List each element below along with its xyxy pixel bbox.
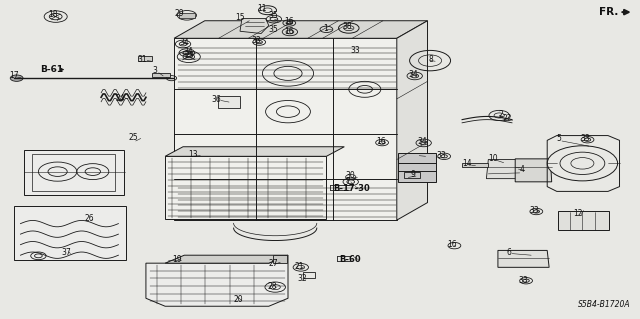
Polygon shape bbox=[165, 147, 344, 156]
Polygon shape bbox=[179, 13, 195, 18]
Text: 17: 17 bbox=[9, 71, 19, 80]
Bar bbox=[273, 255, 287, 263]
Polygon shape bbox=[397, 21, 428, 220]
Text: 4: 4 bbox=[519, 165, 524, 174]
Polygon shape bbox=[498, 250, 549, 267]
Text: B-61: B-61 bbox=[40, 65, 63, 74]
Text: 34: 34 bbox=[179, 38, 189, 47]
Text: 24: 24 bbox=[115, 94, 125, 103]
Text: 36: 36 bbox=[211, 95, 221, 104]
Text: 31: 31 bbox=[137, 55, 147, 64]
Circle shape bbox=[10, 75, 23, 81]
Polygon shape bbox=[515, 159, 552, 182]
Bar bbox=[138, 56, 152, 61]
Text: 33: 33 bbox=[580, 134, 591, 143]
Polygon shape bbox=[152, 73, 170, 77]
Polygon shape bbox=[240, 19, 269, 33]
Text: 11: 11 bbox=[258, 4, 267, 13]
Bar bbox=[24, 150, 124, 195]
Text: 33: 33 bbox=[251, 36, 261, 45]
Bar bbox=[14, 206, 126, 260]
Text: 16: 16 bbox=[284, 17, 294, 26]
Text: 35: 35 bbox=[268, 11, 278, 20]
Polygon shape bbox=[486, 160, 522, 179]
Text: 26: 26 bbox=[84, 214, 95, 223]
Text: 18: 18 bbox=[48, 10, 57, 19]
Circle shape bbox=[547, 146, 618, 181]
Polygon shape bbox=[174, 21, 428, 38]
Text: 6: 6 bbox=[506, 248, 511, 257]
Text: 16: 16 bbox=[376, 137, 386, 146]
Text: 12: 12 bbox=[573, 209, 582, 218]
Text: 34: 34 bbox=[408, 70, 418, 79]
Text: 28: 28 bbox=[268, 282, 276, 291]
Text: 21: 21 bbox=[295, 262, 304, 271]
Text: 10: 10 bbox=[488, 154, 498, 163]
Polygon shape bbox=[146, 255, 288, 306]
Text: 27: 27 bbox=[268, 259, 278, 268]
Bar bbox=[32, 154, 115, 191]
Text: 9: 9 bbox=[410, 170, 415, 179]
Bar bbox=[398, 153, 436, 182]
Text: 1: 1 bbox=[323, 24, 328, 33]
Text: 5: 5 bbox=[556, 134, 561, 143]
Text: 14: 14 bbox=[462, 160, 472, 168]
Text: 3: 3 bbox=[152, 66, 157, 75]
Polygon shape bbox=[165, 255, 288, 263]
Text: S5B4-B1720A: S5B4-B1720A bbox=[578, 300, 630, 309]
Text: 15: 15 bbox=[235, 13, 245, 22]
Polygon shape bbox=[558, 211, 609, 230]
Text: 29: 29 bbox=[174, 9, 184, 18]
Text: 20: 20 bbox=[233, 295, 243, 304]
Text: 33: 33 bbox=[529, 206, 540, 215]
Text: 37: 37 bbox=[61, 248, 71, 257]
Text: B-17-30: B-17-30 bbox=[333, 184, 369, 193]
Text: 7: 7 bbox=[345, 177, 350, 186]
Text: 16: 16 bbox=[284, 27, 294, 36]
Text: 33: 33 bbox=[436, 151, 447, 160]
Text: 13: 13 bbox=[188, 150, 198, 159]
Text: 38: 38 bbox=[342, 22, 353, 31]
Text: 34: 34 bbox=[417, 137, 428, 146]
Text: 22: 22 bbox=[502, 114, 511, 123]
Text: 25: 25 bbox=[128, 133, 138, 142]
Polygon shape bbox=[218, 96, 240, 108]
Text: 8: 8 bbox=[429, 55, 434, 63]
Polygon shape bbox=[174, 38, 397, 220]
Text: 23: 23 bbox=[184, 51, 195, 60]
Text: 35: 35 bbox=[268, 25, 278, 34]
Text: 34: 34 bbox=[183, 47, 193, 56]
Text: FR.: FR. bbox=[599, 7, 618, 17]
Text: B-60: B-60 bbox=[339, 255, 361, 263]
Bar bbox=[404, 172, 420, 178]
Bar bbox=[303, 272, 315, 278]
Text: 2: 2 bbox=[498, 110, 503, 119]
Text: 16: 16 bbox=[447, 241, 458, 249]
Text: 33: 33 bbox=[350, 46, 360, 55]
Text: 33: 33 bbox=[518, 276, 529, 285]
Text: 30: 30 bbox=[346, 171, 356, 180]
Text: 19: 19 bbox=[172, 255, 182, 263]
Polygon shape bbox=[165, 156, 326, 219]
Polygon shape bbox=[462, 163, 488, 167]
Text: 32: 32 bbox=[297, 274, 307, 283]
